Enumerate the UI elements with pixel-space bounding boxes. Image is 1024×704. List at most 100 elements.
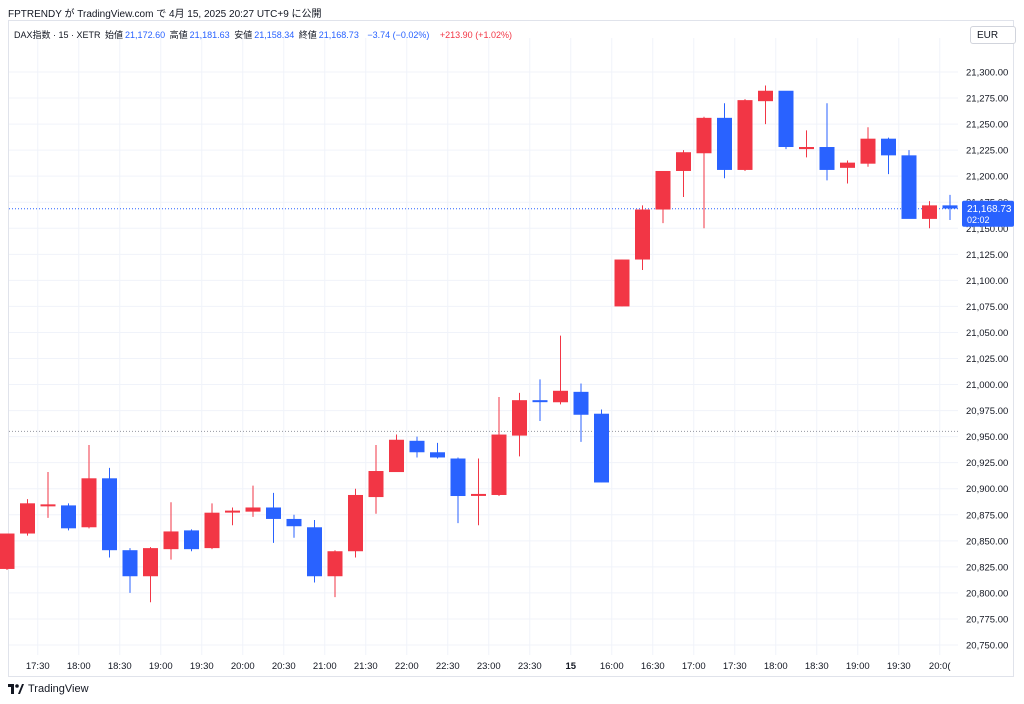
- candle-body: [901, 155, 917, 219]
- candle-body: [307, 527, 322, 577]
- y-tick-label: 20,750.00: [966, 641, 1008, 652]
- publish-title: FPTRENDY が TradingView.com で 4月 15, 2025…: [8, 9, 322, 20]
- candle: [635, 205, 650, 270]
- y-tick-label: 21,050.00: [966, 328, 1008, 339]
- x-tick-label: 16:00: [600, 661, 624, 672]
- price-label-value: 21,168.73: [967, 204, 1012, 215]
- x-tick-label: 19:00: [846, 661, 870, 672]
- x-tick-label: 16:30: [641, 661, 665, 672]
- y-tick-label: 20,975.00: [966, 406, 1008, 417]
- candle: [696, 116, 712, 229]
- candle: [778, 90, 794, 150]
- y-tick-label: 21,100.00: [966, 276, 1008, 287]
- candle-body: [348, 494, 363, 552]
- candle: [204, 503, 220, 550]
- x-tick-label: 20:30: [272, 661, 296, 672]
- y-tick-label: 21,250.00: [966, 120, 1008, 131]
- y-tick-label: 20,775.00: [966, 614, 1008, 625]
- candle-body: [614, 259, 630, 307]
- x-tick-label: 19:00: [149, 661, 173, 672]
- x-tick-label: 22:00: [395, 661, 419, 672]
- candle-body: [430, 452, 445, 458]
- candle-body: [737, 100, 753, 170]
- candle-body: [450, 458, 466, 497]
- candle: [286, 514, 302, 538]
- candle: [61, 503, 76, 531]
- x-tick-label: 15: [565, 661, 576, 672]
- candle-body: [778, 90, 794, 148]
- candle-body: [40, 504, 56, 507]
- y-tick-label: 21,300.00: [966, 68, 1008, 79]
- candle-body: [553, 390, 568, 403]
- candle-body: [635, 209, 650, 260]
- candle: [348, 488, 363, 558]
- legend-change-total: +213.90 (+1.02%): [439, 30, 512, 40]
- tradingview-brand[interactable]: TradingView: [8, 683, 89, 695]
- candle-body: [799, 147, 814, 150]
- candle-body: [409, 440, 425, 453]
- candle-body: [286, 518, 302, 527]
- candle-body: [471, 493, 486, 496]
- legend-low-value: 21,158.34: [254, 30, 295, 40]
- candle: [737, 99, 753, 171]
- x-tick-label: 20:0(: [929, 661, 951, 672]
- candle-body: [266, 507, 281, 519]
- y-tick-label: 21,225.00: [966, 146, 1008, 157]
- y-tick-label: 20,825.00: [966, 562, 1008, 573]
- candle: [40, 472, 56, 518]
- candle-body: [389, 439, 404, 473]
- candle: [881, 137, 896, 175]
- candle-body: [143, 548, 158, 577]
- candle: [655, 170, 671, 224]
- candles: [0, 85, 958, 603]
- x-tick-label: 17:00: [682, 661, 706, 672]
- candle: [368, 444, 384, 514]
- candle-body: [532, 400, 548, 403]
- candle: [573, 383, 589, 442]
- candle-body: [368, 471, 384, 498]
- candle: [942, 194, 958, 220]
- y-tick-label: 21,275.00: [966, 94, 1008, 105]
- candle-body: [102, 478, 117, 551]
- candle: [819, 103, 835, 181]
- candle: [532, 379, 548, 422]
- candle-body: [512, 400, 527, 436]
- y-tick-label: 20,900.00: [966, 484, 1008, 495]
- candle-body: [61, 505, 76, 529]
- legend-high-value: 21,181.63: [189, 30, 230, 40]
- candle: [901, 150, 917, 219]
- candle: [409, 436, 425, 458]
- candle-body: [245, 507, 261, 512]
- candle: [553, 335, 568, 405]
- legend-change: −3.74 (−0.02%): [367, 30, 430, 40]
- candle-body: [758, 90, 773, 102]
- y-tick-label: 20,875.00: [966, 510, 1008, 521]
- legend-open-label: 始値: [105, 30, 124, 40]
- candle: [184, 529, 199, 552]
- currency-selector[interactable]: EUR: [970, 26, 1016, 44]
- candle: [840, 160, 855, 184]
- x-tick-label: 20:00: [231, 661, 255, 672]
- candle-body: [184, 530, 199, 550]
- y-tick-label: 21,075.00: [966, 302, 1008, 313]
- candle: [922, 201, 937, 229]
- chart-frame: [8, 20, 1014, 677]
- candle: [799, 130, 814, 158]
- candle: [122, 548, 138, 593]
- candle: [614, 259, 630, 307]
- candle: [717, 103, 732, 179]
- candle: [307, 519, 322, 583]
- candle: [860, 127, 876, 167]
- candle: [102, 467, 117, 558]
- x-tick-label: 17:30: [723, 661, 747, 672]
- y-tick-label: 21,025.00: [966, 354, 1008, 365]
- candle: [676, 150, 691, 198]
- x-tick-label: 21:30: [354, 661, 378, 672]
- candle: [20, 499, 35, 536]
- candle: [430, 442, 445, 459]
- candle: [0, 533, 15, 570]
- brand-name: TradingView: [28, 683, 89, 695]
- y-tick-label: 21,200.00: [966, 172, 1008, 183]
